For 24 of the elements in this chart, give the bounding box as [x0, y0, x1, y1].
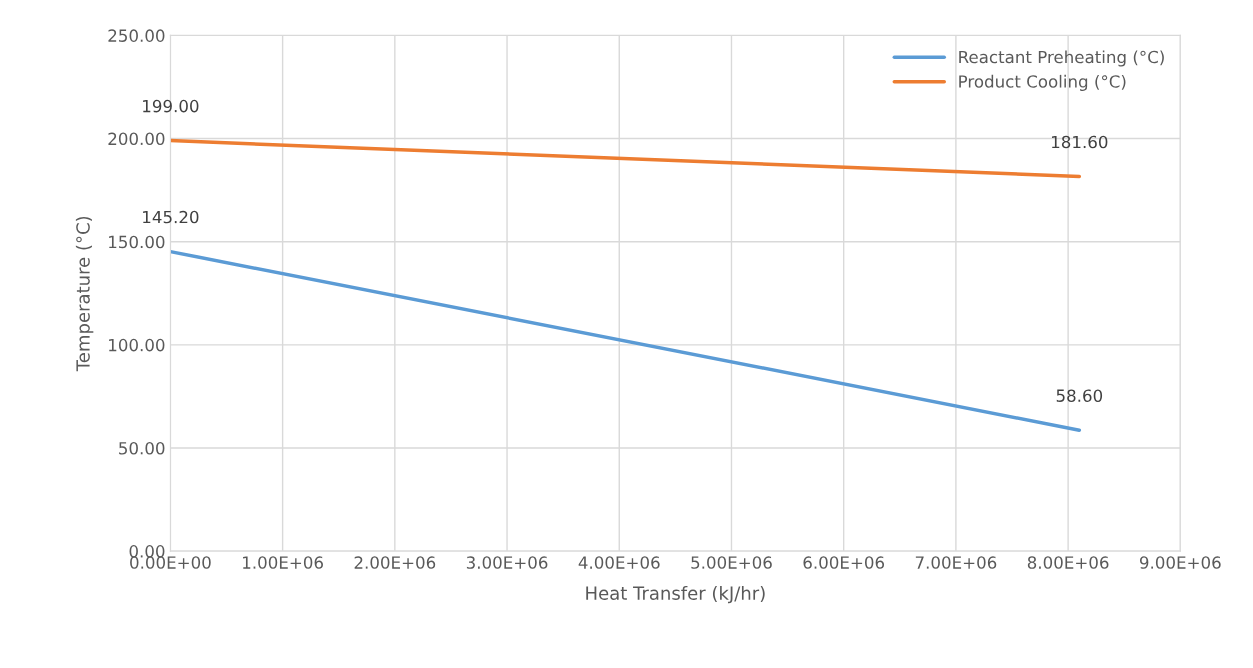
y-tick-label: 150.00: [109, 235, 165, 249]
y-axis-title: Temperature (°C): [75, 216, 94, 372]
x-tick-label: 1.00E+06: [243, 556, 323, 569]
x-tick-label: 4.00E+06: [578, 556, 660, 569]
x-tick-label: 7.00E+06: [915, 556, 997, 569]
y-tick-label: 200.00: [108, 132, 165, 146]
data-label: 199.00: [143, 99, 199, 113]
x-tick-label: 8.00E+06: [1027, 556, 1109, 569]
y-tick-label: 0.00: [129, 545, 165, 558]
x-tick-label: 3.00E+06: [466, 556, 548, 569]
x-tick-label: 2.00E+06: [354, 556, 436, 569]
x-axis-title: Heat Transfer (kJ/hr): [586, 585, 765, 604]
data-label: 58.60: [1056, 389, 1103, 402]
y-tick-label: 100.00: [109, 338, 165, 352]
legend-label: Reactant Preheating (°C): [959, 50, 1164, 67]
x-tick-label: 5.00E+06: [691, 556, 772, 569]
legend-label: Product Cooling (°C): [959, 74, 1126, 91]
x-tick-label: 9.00E+06: [1139, 556, 1221, 569]
data-label: 145.20: [143, 210, 199, 224]
x-tick-label: 0.00E+00: [130, 556, 211, 569]
y-tick-label: 250.00: [108, 29, 165, 42]
data-label: 181.60: [1052, 135, 1108, 149]
y-tick-label: 50.00: [119, 441, 165, 455]
x-tick-label: 6.00E+06: [803, 556, 885, 569]
